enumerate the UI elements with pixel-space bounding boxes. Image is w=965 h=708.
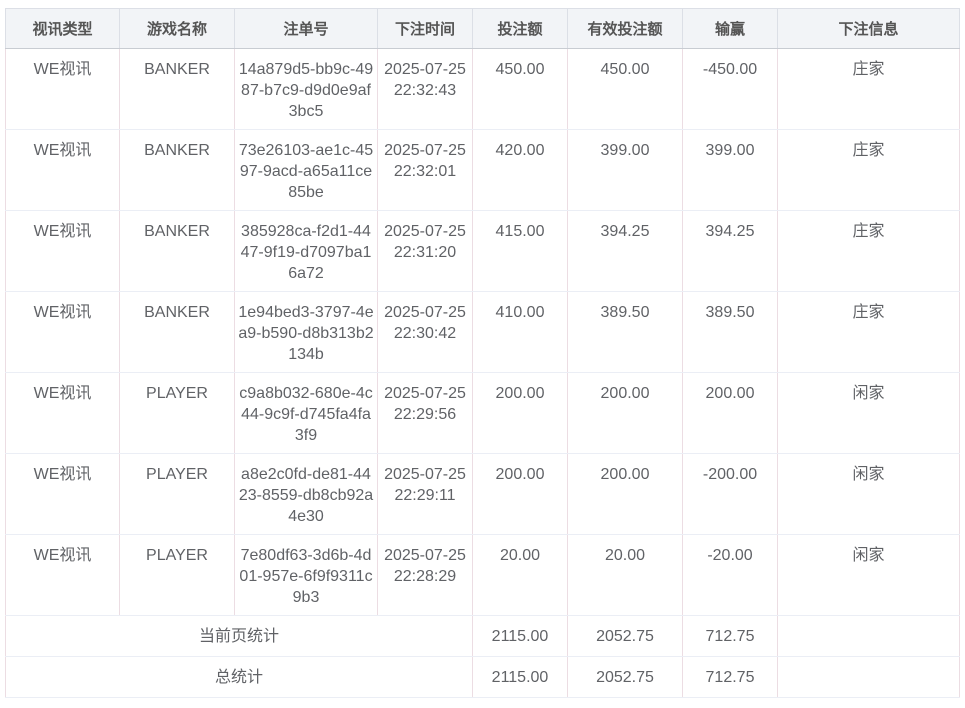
bet-time-cell: 2025-07-25 22:31:20 bbox=[377, 210, 473, 292]
bet-time: 22:31:20 bbox=[393, 244, 457, 261]
valid-bet-cell: 20.00 bbox=[567, 534, 683, 616]
game-name-cell: BANKER bbox=[119, 291, 235, 373]
win-loss-cell: -450.00 bbox=[682, 48, 778, 130]
bet-info-cell: 庄家 bbox=[777, 210, 960, 292]
game-name-cell: BANKER bbox=[119, 129, 235, 211]
video-type-cell: WE视讯 bbox=[5, 453, 120, 535]
table-row[interactable]: WE视讯 BANKER 1e94bed3-3797-4ea9-b590-d8b313… bbox=[5, 291, 960, 373]
bet-time: 22:32:01 bbox=[393, 163, 457, 180]
bet-date: 2025-07-25 bbox=[384, 466, 466, 483]
bet-time: 22:32:43 bbox=[393, 82, 457, 99]
summary-valid-bet: 2052.75 bbox=[567, 615, 683, 657]
bet-time: 22:30:42 bbox=[393, 325, 457, 342]
bet-id-cell: a8e2c0fd-de81-4423-8559-db8cb92a4e30 bbox=[234, 453, 378, 535]
video-type-cell: WE视讯 bbox=[5, 291, 120, 373]
table-row[interactable]: WE视讯 PLAYER a8e2c0fd-de81-4423-8559-db8cb9… bbox=[5, 453, 960, 535]
bet-amount-cell: 410.00 bbox=[472, 291, 568, 373]
bet-time: 22:29:11 bbox=[394, 487, 456, 504]
game-name-cell: PLAYER bbox=[119, 534, 235, 616]
total-summary-row: 总统计 2115.00 2052.75 712.75 bbox=[5, 656, 960, 698]
valid-bet-cell: 200.00 bbox=[567, 453, 683, 535]
bet-amount-cell: 20.00 bbox=[472, 534, 568, 616]
win-loss-cell: -20.00 bbox=[682, 534, 778, 616]
bet-time-cell: 2025-07-25 22:32:43 bbox=[377, 48, 473, 130]
bet-id-cell: 14a879d5-bb9c-4987-b7c9-d9d0e9af3bc5 bbox=[234, 48, 378, 130]
header-bet-id[interactable]: 注单号 bbox=[234, 8, 378, 49]
bet-id-cell: 1e94bed3-3797-4ea9-b590-d8b313b2134b bbox=[234, 291, 378, 373]
bet-time: 22:28:29 bbox=[393, 568, 457, 585]
bet-time-cell: 2025-07-25 22:32:01 bbox=[377, 129, 473, 211]
video-type-cell: WE视讯 bbox=[5, 210, 120, 292]
bet-id-cell: 385928ca-f2d1-4447-9f19-d7097ba16a72 bbox=[234, 210, 378, 292]
bet-amount-cell: 420.00 bbox=[472, 129, 568, 211]
bet-date: 2025-07-25 bbox=[384, 547, 466, 564]
table-row[interactable]: WE视讯 PLAYER 7e80df63-3d6b-4d01-957e-6f9f93… bbox=[5, 534, 960, 616]
video-type-cell: WE视讯 bbox=[5, 48, 120, 130]
bet-amount-cell: 450.00 bbox=[472, 48, 568, 130]
win-loss-cell: 399.00 bbox=[682, 129, 778, 211]
bet-id-cell: c9a8b032-680e-4c44-9c9f-d745fa4fa3f9 bbox=[234, 372, 378, 454]
game-name-cell: BANKER bbox=[119, 210, 235, 292]
bet-time-cell: 2025-07-25 22:30:42 bbox=[377, 291, 473, 373]
bet-info-cell: 庄家 bbox=[777, 291, 960, 373]
valid-bet-cell: 450.00 bbox=[567, 48, 683, 130]
bet-date: 2025-07-25 bbox=[384, 61, 466, 78]
valid-bet-cell: 200.00 bbox=[567, 372, 683, 454]
bet-amount-cell: 200.00 bbox=[472, 372, 568, 454]
page-summary-row: 当前页统计 2115.00 2052.75 712.75 bbox=[5, 615, 960, 657]
bet-date: 2025-07-25 bbox=[384, 385, 466, 402]
bet-info-cell: 闲家 bbox=[777, 534, 960, 616]
win-loss-cell: 389.50 bbox=[682, 291, 778, 373]
summary-bet-amount: 2115.00 bbox=[472, 615, 568, 657]
table-row[interactable]: WE视讯 PLAYER c9a8b032-680e-4c44-9c9f-d745fa… bbox=[5, 372, 960, 454]
bet-info-cell: 庄家 bbox=[777, 48, 960, 130]
bet-amount-cell: 200.00 bbox=[472, 453, 568, 535]
bet-time: 22:29:56 bbox=[393, 406, 457, 423]
bet-records-table: 视讯类型 游戏名称 注单号 下注时间 投注额 有效投注额 输赢 下注信息 WE视… bbox=[5, 8, 960, 698]
win-loss-cell: 394.25 bbox=[682, 210, 778, 292]
bet-time-cell: 2025-07-25 22:29:56 bbox=[377, 372, 473, 454]
summary-valid-bet: 2052.75 bbox=[567, 656, 683, 698]
header-bet-time[interactable]: 下注时间 bbox=[377, 8, 473, 49]
header-bet-amount[interactable]: 投注额 bbox=[472, 8, 568, 49]
table-row[interactable]: WE视讯 BANKER 73e26103-ae1c-4597-9acd-a65a11… bbox=[5, 129, 960, 211]
game-name-cell: PLAYER bbox=[119, 372, 235, 454]
summary-win-loss: 712.75 bbox=[682, 615, 778, 657]
bet-info-cell: 闲家 bbox=[777, 372, 960, 454]
summary-empty bbox=[777, 656, 960, 698]
video-type-cell: WE视讯 bbox=[5, 534, 120, 616]
bet-date: 2025-07-25 bbox=[384, 304, 466, 321]
bet-id-cell: 73e26103-ae1c-4597-9acd-a65a11ce85be bbox=[234, 129, 378, 211]
bet-info-cell: 庄家 bbox=[777, 129, 960, 211]
summary-empty bbox=[777, 615, 960, 657]
bet-amount-cell: 415.00 bbox=[472, 210, 568, 292]
bet-info-cell: 闲家 bbox=[777, 453, 960, 535]
win-loss-cell: -200.00 bbox=[682, 453, 778, 535]
win-loss-cell: 200.00 bbox=[682, 372, 778, 454]
summary-label: 当前页统计 bbox=[5, 615, 473, 657]
header-valid-bet[interactable]: 有效投注额 bbox=[567, 8, 683, 49]
table-header: 视讯类型 游戏名称 注单号 下注时间 投注额 有效投注额 输赢 下注信息 bbox=[5, 8, 960, 49]
table-row[interactable]: WE视讯 BANKER 385928ca-f2d1-4447-9f19-d7097b… bbox=[5, 210, 960, 292]
valid-bet-cell: 399.00 bbox=[567, 129, 683, 211]
bet-id-cell: 7e80df63-3d6b-4d01-957e-6f9f9311c9b3 bbox=[234, 534, 378, 616]
bet-time-cell: 2025-07-25 22:29:11 bbox=[377, 453, 473, 535]
header-bet-info[interactable]: 下注信息 bbox=[777, 8, 960, 49]
summary-win-loss: 712.75 bbox=[682, 656, 778, 698]
header-video-type[interactable]: 视讯类型 bbox=[5, 8, 120, 49]
valid-bet-cell: 389.50 bbox=[567, 291, 683, 373]
header-game-name[interactable]: 游戏名称 bbox=[119, 8, 235, 49]
header-win-loss[interactable]: 输赢 bbox=[682, 8, 778, 49]
bet-date: 2025-07-25 bbox=[384, 142, 466, 159]
game-name-cell: BANKER bbox=[119, 48, 235, 130]
summary-bet-amount: 2115.00 bbox=[472, 656, 568, 698]
bet-time-cell: 2025-07-25 22:28:29 bbox=[377, 534, 473, 616]
summary-label: 总统计 bbox=[5, 656, 473, 698]
bet-date: 2025-07-25 bbox=[384, 223, 466, 240]
video-type-cell: WE视讯 bbox=[5, 129, 120, 211]
table-row[interactable]: WE视讯 BANKER 14a879d5-bb9c-4987-b7c9-d9d0e9… bbox=[5, 48, 960, 130]
game-name-cell: PLAYER bbox=[119, 453, 235, 535]
video-type-cell: WE视讯 bbox=[5, 372, 120, 454]
valid-bet-cell: 394.25 bbox=[567, 210, 683, 292]
